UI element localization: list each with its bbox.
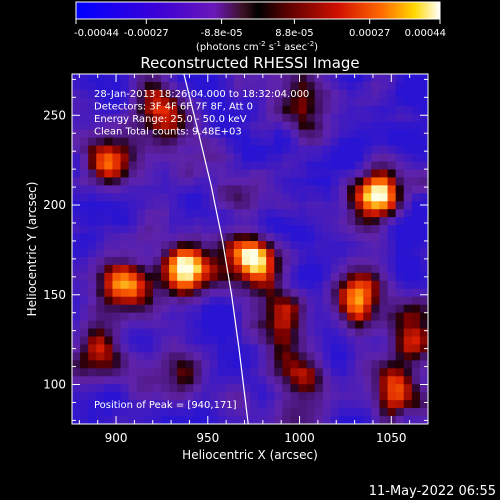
colorbar-tick-label: 0.00027 [349,28,390,39]
x-axis: 900 950 1000 1050 [78,74,429,445]
info-line: Clean Total counts: 9.48E+03 [94,127,242,138]
timestamp: 11-May-2022 06:55 [369,484,496,499]
observation-info: 28-Jan-2013 18:26:04.000 to 18:32:04.000… [94,89,309,138]
colorbar-tick-label: 8.8e-05 [275,28,313,39]
heatmap-image [72,74,428,424]
colorbar-tick-label: 0.00044 [405,28,446,39]
y-tick-label: 250 [43,108,66,122]
x-tick-label: 1000 [284,431,315,445]
colorbar [75,1,441,20]
y-axis: 100 150 200 250 [43,78,428,421]
info-line: Detectors: 3F 4F 6F 7F 8F, Att 0 [94,102,253,113]
info-line: Energy Range: 25.0 - 50.0 keV [94,114,247,125]
peak-position-label: Position of Peak = [940,171] [94,400,237,411]
colorbar-tick-label: -0.00027 [124,28,169,39]
x-tick-label: 950 [196,431,219,445]
colorbar-tick-label: -8.8e-05 [201,28,243,39]
info-line: 28-Jan-2013 18:26:04.000 to 18:32:04.000 [94,89,309,100]
y-axis-label: Heliocentric Y (arcsec) [25,182,39,317]
y-tick-label: 100 [43,378,66,392]
colorbar-tick-label: -0.00044 [74,28,119,39]
x-tick-label: 1050 [376,431,407,445]
x-axis-label: Heliocentric X (arcsec) [182,448,318,462]
y-tick-label: 200 [43,198,66,212]
solar-limb-curve [183,74,249,424]
colorbar-ticks: -0.00044 -0.00027 -8.8e-05 8.8e-05 0.00027 0.… [74,19,446,39]
colorbar-unit-label: (photons cm-2 s-1 asec-2) [196,40,318,53]
plot-frame [71,73,429,425]
chart-title: Reconstructed RHESSI Image [140,54,359,72]
y-tick-label: 150 [43,288,66,302]
x-tick-label: 900 [105,431,128,445]
